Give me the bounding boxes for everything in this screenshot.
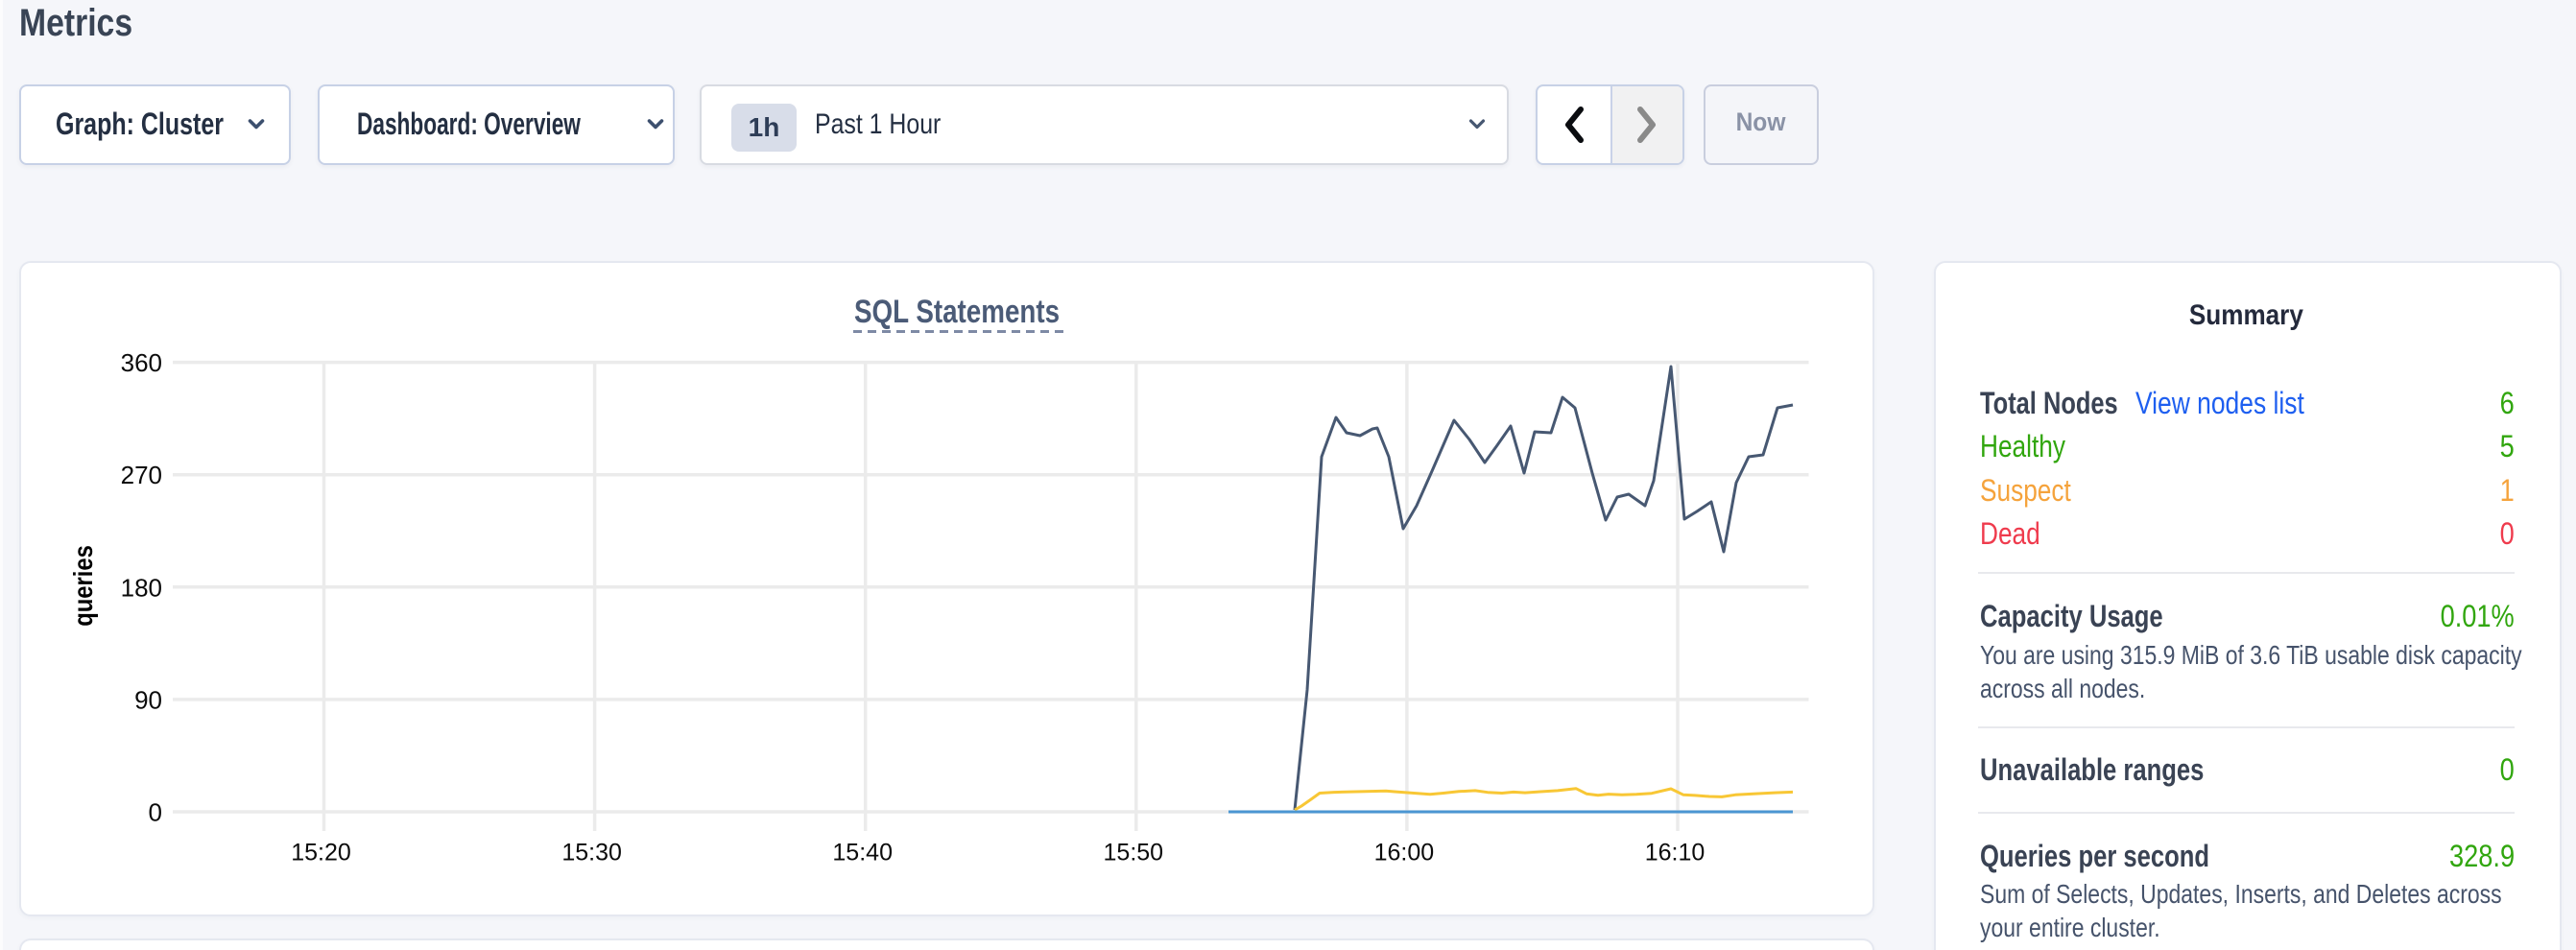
- svg-text:15:50: 15:50: [1104, 840, 1164, 867]
- svg-text:15:30: 15:30: [561, 840, 622, 867]
- svg-text:16:10: 16:10: [1645, 840, 1705, 867]
- svg-text:queries: queries: [67, 545, 98, 627]
- svg-text:180: 180: [121, 573, 162, 602]
- svg-text:0: 0: [149, 798, 162, 827]
- svg-text:360: 360: [121, 348, 162, 377]
- svg-text:90: 90: [134, 685, 162, 714]
- svg-text:15:20: 15:20: [291, 840, 351, 867]
- svg-text:270: 270: [121, 461, 162, 489]
- svg-text:15:40: 15:40: [832, 840, 893, 867]
- svg-text:16:00: 16:00: [1374, 840, 1435, 867]
